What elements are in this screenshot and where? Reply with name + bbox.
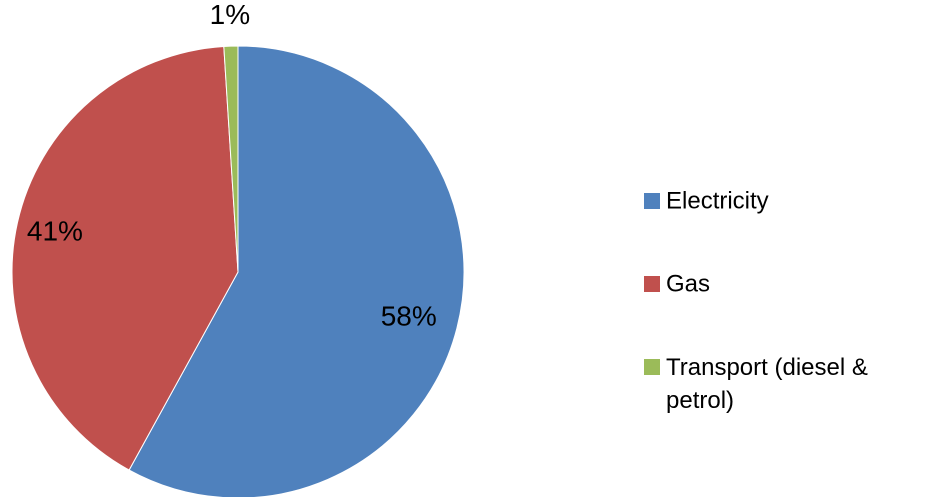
data-label-electricity: 58% [381,300,437,331]
pie-slice-gas [11,45,239,471]
legend-swatch [644,359,660,375]
legend-item-gas: Gas [644,271,710,298]
pie-data-labels: 58% 41% 1% [27,0,437,331]
legend-swatch [644,193,660,209]
legend-label: Gas [666,271,710,298]
pie-slices [11,45,465,497]
data-label-gas: 41% [27,216,83,247]
legend-label: Electricity [666,188,769,215]
legend-item-electricity: Electricity [644,188,769,215]
legend-swatch [644,276,660,292]
chart-legend: Electricity Gas Transport (diesel & petrol) [644,188,868,414]
data-label-transport: 1% [210,0,250,30]
pie-slice-electricity [128,45,465,497]
legend-label: Transport (diesel & petrol) [666,354,868,414]
pie-slice-transport [223,45,239,273]
legend-item-transport: Transport (diesel & petrol) [644,354,868,414]
